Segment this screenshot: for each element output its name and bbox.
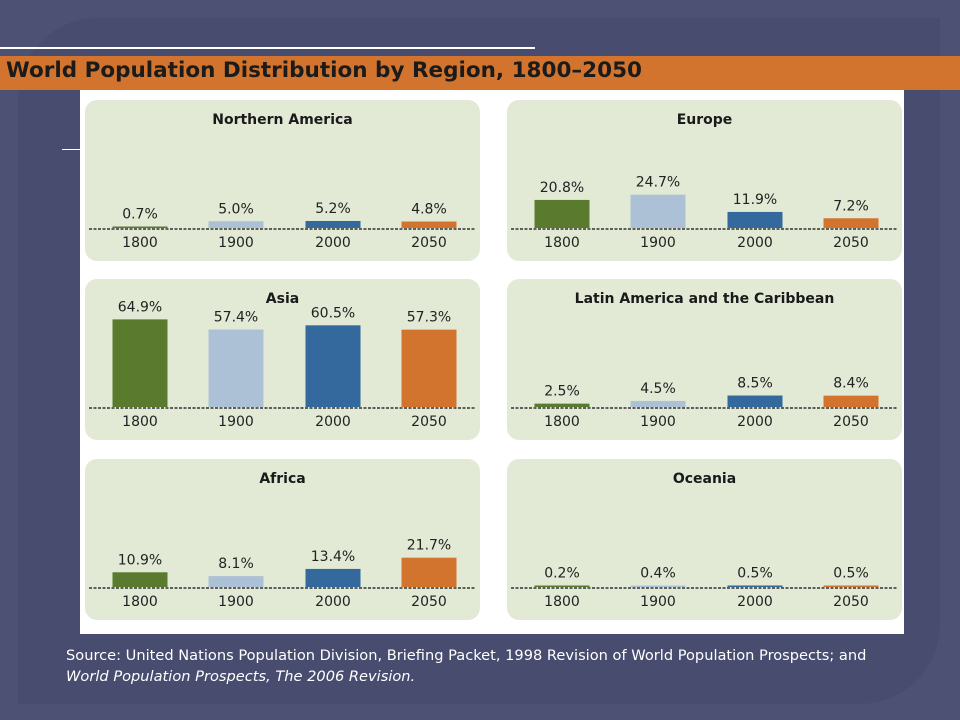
chart-canvas: Northern America 0.7% 1800 5.0% 1900 5.2% 2000… <box>80 90 904 634</box>
latin-america-and-the-caribbean-value-label-1800: 2.5% <box>544 384 580 400</box>
oceania-value-label-2000: 0.5% <box>737 566 773 582</box>
oceania-tick-label-1900: 1900 <box>640 594 676 610</box>
africa-value-label-2000: 13.4% <box>311 549 355 565</box>
latin-america-and-the-caribbean-tick-label-1800: 1800 <box>544 414 580 430</box>
oceania-bar-1900 <box>630 585 686 587</box>
europe-value-label-1900: 24.7% <box>636 175 680 191</box>
latin-america-and-the-caribbean-bar-1800 <box>534 403 590 407</box>
latin-america-and-the-caribbean-bar-1900 <box>630 400 686 407</box>
northern-america-tick-label-2000: 2000 <box>315 235 351 251</box>
oceania-value-label-2050: 0.5% <box>833 566 869 582</box>
africa-tick-label-1800: 1800 <box>122 594 158 610</box>
asia-bar-1900 <box>208 329 264 407</box>
latin-america-and-the-caribbean-value-label-1900: 4.5% <box>640 381 676 397</box>
europe-tick-label-1800: 1800 <box>544 235 580 251</box>
northern-america-value-label-2050: 4.8% <box>411 202 447 218</box>
europe-tick-label-1900: 1900 <box>640 235 676 251</box>
oceania-value-label-1800: 0.2% <box>544 566 580 582</box>
asia-bar-2050 <box>401 329 457 407</box>
northern-america-panel <box>85 100 480 261</box>
source-italic: World Population Prospects, The 2006 Rev… <box>66 668 416 685</box>
latin-america-and-the-caribbean-title: Latin America and the Caribbean <box>575 291 835 307</box>
africa-tick-label-2000: 2000 <box>315 594 351 610</box>
oceania-bar-2050 <box>823 585 879 587</box>
latin-america-and-the-caribbean-tick-label-1900: 1900 <box>640 414 676 430</box>
africa-value-label-1900: 8.1% <box>218 556 254 572</box>
asia-value-label-2050: 57.3% <box>407 310 451 326</box>
asia-tick-label-1800: 1800 <box>122 414 158 430</box>
africa-value-label-2050: 21.7% <box>407 538 451 554</box>
asia-tick-label-1900: 1900 <box>218 414 254 430</box>
latin-america-and-the-caribbean-tick-label-2000: 2000 <box>737 414 773 430</box>
northern-america-bar-1900 <box>208 221 264 228</box>
latin-america-and-the-caribbean-tick-label-2050: 2050 <box>833 414 869 430</box>
europe-bar-2000 <box>727 211 783 228</box>
latin-america-and-the-caribbean-value-label-2000: 8.5% <box>737 376 773 392</box>
small-rule <box>62 149 80 150</box>
oceania-value-label-1900: 0.4% <box>640 566 676 582</box>
europe-title: Europe <box>677 112 733 128</box>
northern-america-title: Northern America <box>212 112 353 128</box>
oceania-bar-1800 <box>534 585 590 587</box>
latin-america-and-the-caribbean-bar-2000 <box>727 395 783 407</box>
europe-panel <box>507 100 902 261</box>
oceania-tick-label-2050: 2050 <box>833 594 869 610</box>
oceania-tick-label-1800: 1800 <box>544 594 580 610</box>
europe-value-label-2050: 7.2% <box>833 198 869 214</box>
latin-america-and-the-caribbean-bar-2050 <box>823 395 879 407</box>
northern-america-tick-label-2050: 2050 <box>411 235 447 251</box>
africa-bar-1800 <box>112 572 168 587</box>
source-text: Source: United Nations Population Divisi… <box>66 647 867 664</box>
top-rule <box>0 47 535 49</box>
africa-value-label-1800: 10.9% <box>118 552 162 568</box>
europe-bar-1900 <box>630 194 686 228</box>
chart-grid: Northern America 0.7% 1800 5.0% 1900 5.2% 2000… <box>85 100 902 620</box>
africa-title: Africa <box>259 471 305 487</box>
africa-tick-label-1900: 1900 <box>218 594 254 610</box>
oceania-tick-label-2000: 2000 <box>737 594 773 610</box>
europe-value-label-1800: 20.8% <box>540 180 584 196</box>
africa-bar-2050 <box>401 557 457 587</box>
slide-title: World Population Distribution by Region,… <box>6 58 642 83</box>
northern-america-bar-2050 <box>401 221 457 228</box>
africa-panel <box>85 459 480 620</box>
asia-panel <box>85 279 480 440</box>
europe-value-label-2000: 11.9% <box>733 192 777 208</box>
northern-america-value-label-2000: 5.2% <box>315 201 351 217</box>
northern-america-value-label-1800: 0.7% <box>122 207 158 223</box>
northern-america-tick-label-1900: 1900 <box>218 235 254 251</box>
northern-america-value-label-1900: 5.0% <box>218 201 254 217</box>
oceania-panel <box>507 459 902 620</box>
africa-tick-label-2050: 2050 <box>411 594 447 610</box>
asia-value-label-1800: 64.9% <box>118 299 162 315</box>
asia-value-label-2000: 60.5% <box>311 305 355 321</box>
africa-bar-2000 <box>305 568 361 587</box>
asia-tick-label-2050: 2050 <box>411 414 447 430</box>
asia-tick-label-2000: 2000 <box>315 414 351 430</box>
africa-bar-1900 <box>208 576 264 587</box>
asia-bar-1800 <box>112 319 168 407</box>
northern-america-bar-1800 <box>112 226 168 228</box>
latin-america-and-the-caribbean-value-label-2050: 8.4% <box>833 376 869 392</box>
europe-bar-1800 <box>534 199 590 228</box>
oceania-title: Oceania <box>673 471 736 487</box>
northern-america-tick-label-1800: 1800 <box>122 235 158 251</box>
oceania-bar-2000 <box>727 585 783 587</box>
europe-tick-label-2050: 2050 <box>833 235 869 251</box>
europe-bar-2050 <box>823 218 879 228</box>
asia-bar-2000 <box>305 325 361 407</box>
asia-title: Asia <box>266 291 299 307</box>
source-note: Source: United Nations Population Divisi… <box>66 645 886 687</box>
europe-tick-label-2000: 2000 <box>737 235 773 251</box>
latin-america-and-the-caribbean-panel <box>507 279 902 440</box>
title-bar <box>0 56 960 90</box>
asia-value-label-1900: 57.4% <box>214 310 258 326</box>
northern-america-bar-2000 <box>305 220 361 228</box>
